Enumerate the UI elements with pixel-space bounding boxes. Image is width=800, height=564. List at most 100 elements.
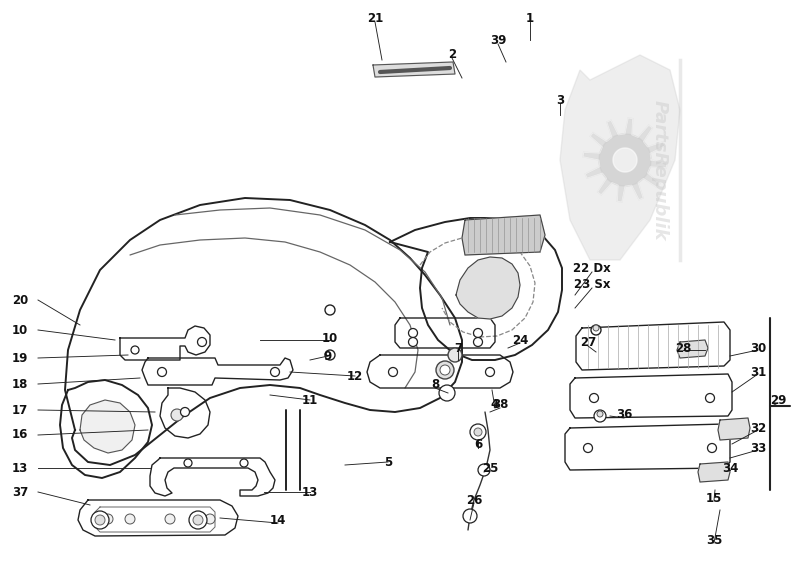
Polygon shape (576, 322, 730, 370)
Polygon shape (80, 400, 135, 453)
Text: 11: 11 (302, 394, 318, 407)
Circle shape (440, 365, 450, 375)
Polygon shape (150, 458, 275, 496)
Text: 33: 33 (750, 442, 766, 455)
Circle shape (470, 424, 486, 440)
Text: 36: 36 (616, 408, 632, 421)
Text: 39: 39 (490, 33, 506, 46)
Polygon shape (560, 55, 680, 260)
Circle shape (707, 443, 717, 452)
Circle shape (583, 443, 593, 452)
Circle shape (590, 394, 598, 403)
Text: 18: 18 (12, 377, 28, 390)
Polygon shape (78, 500, 238, 536)
Text: 25: 25 (482, 461, 498, 474)
Circle shape (95, 515, 105, 525)
Text: 2: 2 (448, 49, 456, 61)
Text: 10: 10 (322, 332, 338, 345)
Circle shape (597, 411, 603, 417)
Circle shape (171, 409, 183, 421)
Text: 38: 38 (492, 399, 508, 412)
Text: 27: 27 (580, 336, 596, 349)
Polygon shape (570, 374, 732, 418)
Text: 10: 10 (12, 324, 28, 337)
Circle shape (91, 511, 109, 529)
Text: 4: 4 (491, 399, 499, 412)
Polygon shape (160, 388, 210, 438)
Text: 22 Dx: 22 Dx (573, 262, 611, 275)
Circle shape (593, 325, 599, 331)
Text: PartsRepublik: PartsRepublik (651, 100, 669, 240)
Polygon shape (367, 355, 513, 388)
Circle shape (474, 328, 482, 337)
Circle shape (103, 514, 113, 524)
Circle shape (439, 385, 455, 401)
Text: 30: 30 (750, 341, 766, 355)
Text: 14: 14 (270, 513, 286, 527)
Circle shape (478, 464, 490, 476)
Text: 26: 26 (466, 494, 482, 506)
Polygon shape (60, 380, 152, 478)
Text: 9: 9 (324, 350, 332, 363)
Circle shape (706, 394, 714, 403)
Polygon shape (142, 358, 293, 385)
Text: 31: 31 (750, 365, 766, 378)
Text: 16: 16 (12, 429, 28, 442)
Circle shape (270, 368, 279, 377)
Circle shape (591, 325, 601, 335)
Text: 32: 32 (750, 421, 766, 434)
Circle shape (205, 514, 215, 524)
Circle shape (486, 368, 494, 377)
Polygon shape (565, 424, 730, 470)
Circle shape (165, 514, 175, 524)
Text: 24: 24 (512, 333, 528, 346)
Text: 8: 8 (431, 378, 439, 391)
Circle shape (325, 305, 335, 315)
Circle shape (131, 346, 139, 354)
Polygon shape (718, 418, 750, 440)
Circle shape (436, 361, 454, 379)
Circle shape (181, 408, 190, 416)
Text: 35: 35 (706, 534, 722, 547)
Polygon shape (120, 326, 210, 360)
Text: 1: 1 (526, 11, 534, 24)
Polygon shape (395, 318, 495, 348)
Circle shape (189, 511, 207, 529)
Text: 5: 5 (384, 456, 392, 469)
Text: 37: 37 (12, 486, 28, 499)
Circle shape (448, 348, 462, 362)
Text: 34: 34 (722, 461, 738, 474)
Circle shape (125, 514, 135, 524)
Text: 3: 3 (556, 94, 564, 107)
Polygon shape (613, 148, 637, 172)
Circle shape (474, 428, 482, 436)
Text: 21: 21 (367, 11, 383, 24)
Circle shape (193, 515, 203, 525)
Text: 15: 15 (706, 491, 722, 505)
Polygon shape (65, 198, 462, 465)
Circle shape (594, 410, 606, 422)
Polygon shape (456, 257, 520, 319)
Polygon shape (677, 340, 708, 358)
Polygon shape (462, 215, 545, 255)
Circle shape (240, 459, 248, 467)
Polygon shape (373, 62, 455, 77)
Text: 20: 20 (12, 293, 28, 306)
Text: 17: 17 (12, 403, 28, 416)
Circle shape (474, 337, 482, 346)
Text: 6: 6 (474, 438, 482, 452)
Circle shape (190, 514, 200, 524)
Polygon shape (698, 462, 730, 482)
Circle shape (463, 509, 477, 523)
Polygon shape (599, 134, 651, 186)
Circle shape (389, 368, 398, 377)
Circle shape (198, 337, 206, 346)
Text: 19: 19 (12, 351, 28, 364)
Polygon shape (583, 118, 667, 202)
Circle shape (184, 459, 192, 467)
Text: 23 Sx: 23 Sx (574, 277, 610, 290)
Text: 29: 29 (770, 394, 786, 407)
Polygon shape (390, 218, 562, 360)
Text: 7: 7 (454, 341, 462, 355)
Circle shape (158, 368, 166, 377)
